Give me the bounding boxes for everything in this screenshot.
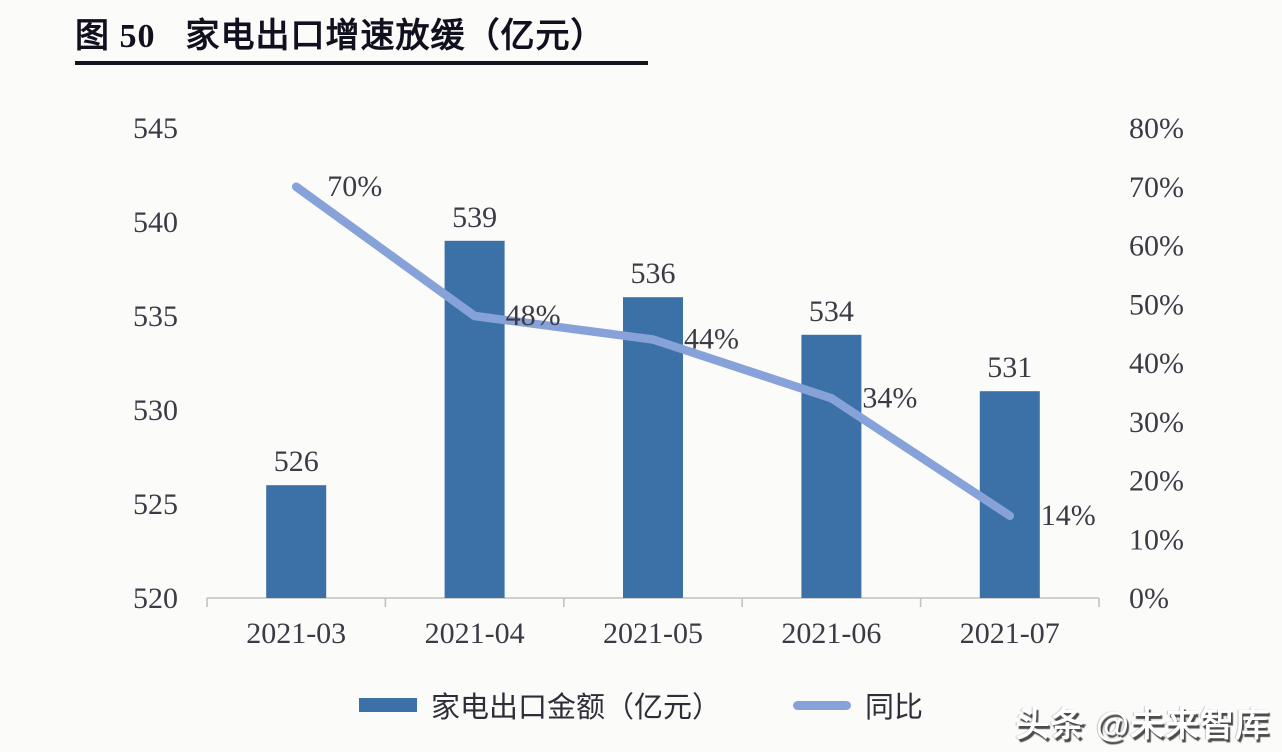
chart-legend: 家电出口金额（亿元） 同比 <box>0 684 1282 726</box>
right-axis-tick-label: 80% <box>1129 112 1184 145</box>
left-axis-tick-label: 520 <box>133 582 178 615</box>
chart-title-text: 家电出口增速放缓（亿元） <box>185 18 606 55</box>
bar-value-label: 539 <box>452 201 497 234</box>
bar-value-label: 526 <box>274 445 319 478</box>
line-value-label: 14% <box>1041 499 1096 532</box>
right-axis-tick-label: 0% <box>1129 582 1169 615</box>
line-series <box>291 182 1015 520</box>
right-axis-tick-label: 50% <box>1129 288 1184 321</box>
bar-value-label: 534 <box>809 295 854 328</box>
bar-2021-07 <box>979 391 1040 598</box>
watermark: 头条 @未来智库 <box>1015 706 1270 744</box>
x-axis-category-label: 2021-07 <box>960 617 1060 650</box>
legend-label-bar-series: 家电出口金额（亿元） <box>430 692 721 724</box>
legend-item-bar-series: 家电出口金额（亿元） <box>358 684 721 726</box>
left-axis-tick-label: 540 <box>133 206 178 239</box>
right-axis-tick-label: 70% <box>1129 171 1184 204</box>
line-value-label: 48% <box>506 299 561 332</box>
x-axis-category-label: 2021-06 <box>781 617 881 650</box>
x-axis-category-label: 2021-04 <box>425 617 525 650</box>
chart-title: 图 50 家电出口增速放缓（亿元） <box>75 8 675 57</box>
right-axis-tick-label: 30% <box>1129 406 1184 439</box>
line-value-label: 70% <box>327 170 382 203</box>
right-axis-tick-label: 60% <box>1129 230 1184 263</box>
left-axis-tick-label: 530 <box>133 394 178 427</box>
bar-series-swatch <box>358 698 417 712</box>
right-axis-tick-label: 10% <box>1129 523 1184 556</box>
legend-item-line-series: 同比 <box>793 684 923 726</box>
x-axis-category-label: 2021-05 <box>603 617 703 650</box>
right-axis-tick-label: 40% <box>1129 347 1184 380</box>
x-axis-category-label: 2021-03 <box>246 617 346 650</box>
bar-value-label: 536 <box>631 257 676 290</box>
figure-number: 图 50 <box>75 18 156 55</box>
bar-2021-03 <box>266 485 327 598</box>
left-axis-tick-label: 545 <box>133 112 178 145</box>
legend-label-line-series: 同比 <box>865 692 924 724</box>
bar-2021-06 <box>801 334 862 598</box>
bar-2021-04 <box>444 240 505 599</box>
title-underline <box>75 61 648 65</box>
line-value-label: 34% <box>862 381 917 414</box>
line-series-swatch <box>793 700 851 710</box>
left-axis-tick-label: 535 <box>133 300 178 333</box>
left-axis-tick-label: 525 <box>133 488 178 521</box>
line-value-label: 44% <box>684 323 739 356</box>
right-axis-tick-label: 20% <box>1129 465 1184 498</box>
bar-value-label: 531 <box>987 351 1032 384</box>
